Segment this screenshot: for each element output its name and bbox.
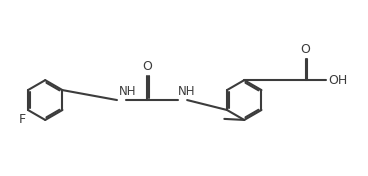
Text: OH: OH <box>329 74 348 87</box>
Text: NH: NH <box>178 86 196 99</box>
Text: O: O <box>142 60 152 73</box>
Text: NH: NH <box>119 86 137 99</box>
Text: F: F <box>19 113 26 126</box>
Text: O: O <box>301 43 311 56</box>
